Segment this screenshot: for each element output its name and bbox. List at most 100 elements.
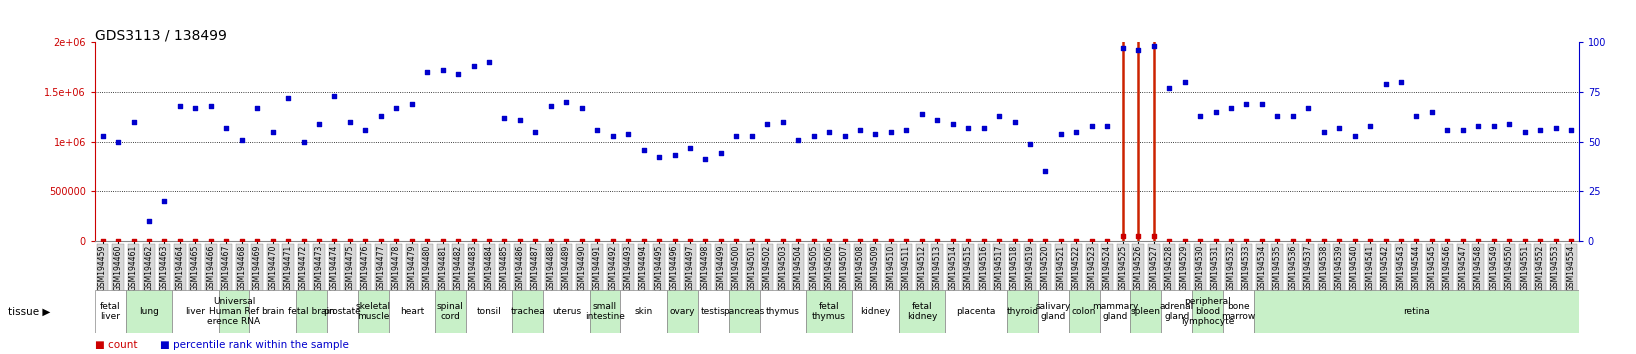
Point: [1140, 233, 1166, 239]
Point: [1018, 141, 1044, 147]
Point: [105, 139, 131, 144]
Text: uterus: uterus: [551, 307, 581, 316]
Point: [491, 238, 517, 244]
Bar: [327, 290, 358, 333]
Point: [1557, 238, 1584, 244]
Point: [538, 238, 564, 244]
Point: [1126, 47, 1152, 53]
Text: ■ count: ■ count: [95, 341, 137, 350]
Point: [105, 238, 131, 244]
Point: [1109, 233, 1135, 239]
Bar: [728, 290, 759, 333]
Point: [754, 238, 780, 244]
Text: kidney: kidney: [861, 307, 890, 316]
Bar: [1224, 290, 1255, 333]
Text: thyroid: thyroid: [1006, 307, 1039, 316]
Point: [1557, 127, 1584, 132]
Bar: [172, 290, 219, 333]
Point: [152, 198, 178, 204]
Point: [661, 238, 687, 244]
Point: [630, 147, 656, 152]
Point: [275, 238, 301, 244]
Point: [584, 238, 610, 244]
Point: [1526, 127, 1553, 132]
Point: [167, 238, 193, 244]
Point: [970, 125, 996, 131]
Bar: [1193, 290, 1224, 333]
Point: [1001, 119, 1027, 125]
Point: [275, 95, 301, 101]
Point: [491, 115, 517, 121]
Point: [769, 238, 795, 244]
Point: [1449, 238, 1476, 244]
Point: [522, 238, 548, 244]
Text: prostate: prostate: [324, 307, 362, 316]
Text: bone
marrow: bone marrow: [1222, 302, 1256, 321]
Point: [879, 129, 905, 135]
Text: peripheral
blood
lymphocyte: peripheral blood lymphocyte: [1181, 297, 1235, 326]
Point: [615, 131, 641, 137]
Point: [352, 127, 378, 132]
Point: [445, 238, 471, 244]
Point: [723, 133, 749, 138]
Point: [646, 155, 672, 160]
Point: [368, 238, 394, 244]
Bar: [512, 290, 543, 333]
Point: [1202, 238, 1229, 244]
Bar: [667, 290, 697, 333]
Bar: [1255, 290, 1579, 333]
Text: GDS3113 / 138499: GDS3113 / 138499: [95, 28, 227, 42]
Point: [1327, 238, 1353, 244]
Bar: [759, 290, 807, 333]
Point: [600, 133, 627, 138]
Text: tonsil: tonsil: [476, 307, 501, 316]
Point: [569, 105, 596, 111]
Point: [1234, 238, 1260, 244]
Point: [1495, 121, 1521, 127]
Point: [167, 103, 193, 109]
Text: trachea: trachea: [510, 307, 545, 316]
Text: fetal
thymus: fetal thymus: [811, 302, 846, 321]
Point: [1279, 238, 1306, 244]
Point: [1248, 101, 1274, 107]
Point: [862, 131, 888, 137]
Point: [569, 238, 596, 244]
Point: [1387, 238, 1414, 244]
Text: retina: retina: [1404, 307, 1430, 316]
Text: spinal
cord: spinal cord: [437, 302, 465, 321]
Point: [1217, 105, 1243, 111]
Point: [1171, 238, 1198, 244]
Point: [430, 67, 456, 73]
Point: [893, 238, 919, 244]
Point: [213, 238, 239, 244]
Point: [1373, 238, 1399, 244]
Text: Universal
Human Ref
erence RNA: Universal Human Ref erence RNA: [208, 297, 260, 326]
Point: [90, 238, 116, 244]
Point: [1466, 123, 1492, 129]
Point: [321, 93, 347, 99]
Point: [831, 133, 857, 138]
Point: [692, 238, 718, 244]
Point: [615, 238, 641, 244]
Point: [1188, 113, 1214, 119]
Bar: [249, 290, 296, 333]
Point: [646, 238, 672, 244]
Point: [1435, 238, 1461, 244]
Point: [430, 238, 456, 244]
Point: [306, 121, 332, 127]
Point: [476, 59, 502, 65]
Point: [1078, 123, 1104, 129]
Point: [368, 113, 394, 119]
Point: [1356, 238, 1382, 244]
Point: [1157, 85, 1183, 91]
Point: [1342, 133, 1368, 138]
Point: [182, 238, 208, 244]
Point: [769, 119, 795, 125]
Point: [908, 238, 934, 244]
Point: [924, 117, 951, 122]
Point: [198, 238, 224, 244]
Point: [1543, 125, 1569, 131]
Point: [708, 151, 735, 156]
Point: [383, 238, 409, 244]
Point: [987, 113, 1013, 119]
